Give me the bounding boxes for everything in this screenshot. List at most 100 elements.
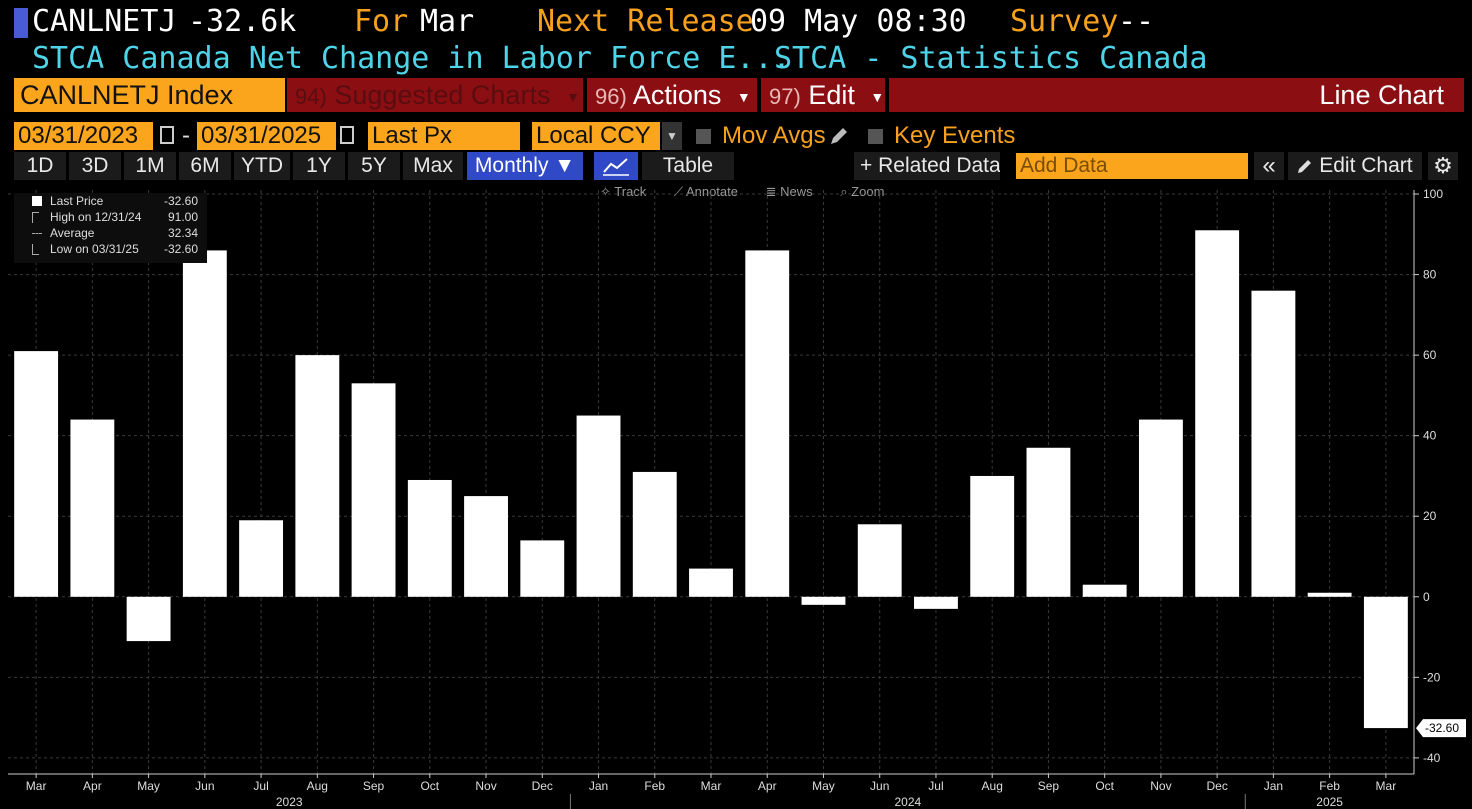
y-axis: 100 80 60 40 20 0 -20 -40 -32.60	[1413, 187, 1466, 774]
collapse-icon[interactable]: «	[1254, 152, 1284, 180]
currency-select[interactable]: Local CCY	[532, 122, 660, 150]
bar	[632, 471, 677, 597]
x-tick-label: Jun	[195, 779, 214, 793]
actions-menu[interactable]: 96) Actions ▼	[587, 78, 757, 112]
key-events-label: Key Events	[894, 122, 1016, 149]
year-label: 2024	[894, 795, 921, 809]
range-1m-button[interactable]: 1M	[124, 152, 176, 180]
bar	[1251, 290, 1296, 597]
line-chart-icon[interactable]	[594, 152, 638, 180]
bar	[1195, 230, 1240, 597]
end-date-input[interactable]: 03/31/2025	[197, 122, 336, 150]
key-events-checkbox[interactable]	[868, 129, 883, 144]
pencil-icon[interactable]	[828, 125, 850, 147]
ticker: CANLNETJ	[32, 4, 177, 39]
suggested-charts-menu[interactable]: 94) Suggested Charts ▼	[287, 78, 583, 112]
survey-value: --	[1118, 4, 1155, 39]
chart-grid	[8, 190, 1414, 774]
next-release-label: Next Release	[537, 4, 754, 39]
bar	[801, 596, 846, 605]
x-tick-label: Dec	[1206, 779, 1227, 793]
bar-chart[interactable]: 100 80 60 40 20 0 -20 -40 -32.60 Mar Apr May Jun Jul…	[0, 182, 1472, 809]
legend-label: High on 12/31/24	[50, 210, 142, 224]
y-tick-label: 20	[1423, 509, 1437, 523]
bar	[295, 355, 340, 597]
chart-bars	[14, 230, 1408, 729]
range-ytd-button[interactable]: YTD	[234, 152, 290, 180]
news-tool[interactable]: ≣ News	[765, 184, 813, 199]
survey-label: Survey	[1010, 4, 1119, 39]
field-select[interactable]: Last Px	[368, 122, 520, 150]
legend-high: High on 12/31/24 91.00	[18, 209, 204, 225]
x-tick-label: Nov	[475, 779, 496, 793]
edit-menu[interactable]: 97) Edit ▼	[761, 78, 885, 112]
x-tick-label: Apr	[758, 779, 777, 793]
frequency-dropdown[interactable]: Monthly ▼	[467, 152, 583, 180]
related-data-button[interactable]: + Related Data	[854, 152, 1000, 180]
edit-chart-button[interactable]: Edit Chart	[1288, 152, 1422, 180]
annotate-tool[interactable]: ⟋ Annotate	[673, 184, 738, 199]
bar	[126, 596, 171, 642]
chevron-down-icon[interactable]: ▼	[662, 122, 682, 150]
x-tick-label: May	[812, 779, 835, 793]
range-1d-button[interactable]: 1D	[14, 152, 66, 180]
x-tick-label: Oct	[1095, 779, 1114, 793]
chart-legend: Last Price -32.60 High on 12/31/24 91.00…	[14, 193, 207, 263]
bar	[857, 524, 902, 597]
range-max-button[interactable]: Max	[403, 152, 463, 180]
range-6m-button[interactable]: 6M	[179, 152, 231, 180]
calendar-icon[interactable]	[160, 126, 174, 144]
zoom-tool[interactable]: ⌕ Zoom	[840, 184, 885, 199]
range-5y-button[interactable]: 5Y	[348, 152, 400, 180]
y-tick-label: 0	[1423, 590, 1430, 604]
add-data-input[interactable]: Add Data	[1016, 153, 1248, 179]
chevron-down-icon: ▼	[870, 88, 885, 105]
x-tick-label: Sep	[1038, 779, 1060, 793]
x-tick-label: Feb	[1319, 779, 1340, 793]
bar	[14, 351, 59, 597]
track-tool[interactable]: ✧ Track	[600, 184, 647, 199]
edit-chart-label: Edit Chart	[1319, 154, 1413, 177]
edit-number: 97)	[769, 84, 801, 109]
bar	[1026, 447, 1071, 597]
actions-label: Actions	[632, 80, 722, 110]
date-separator: -	[182, 122, 190, 149]
x-tick-label: Mar	[26, 779, 47, 793]
x-tick-label: Oct	[420, 779, 439, 793]
mov-avgs-checkbox[interactable]	[696, 129, 711, 144]
bar	[1082, 584, 1127, 597]
x-tick-label: Aug	[982, 779, 1003, 793]
security-field[interactable]: CANLNETJ Index	[14, 78, 285, 112]
x-tick-label: Dec	[532, 779, 553, 793]
last-value-tag	[1416, 719, 1466, 738]
bar	[576, 415, 621, 597]
legend-label: Low on 03/31/25	[50, 242, 139, 256]
x-tick-label: Mar	[701, 779, 722, 793]
legend-last-price[interactable]: Last Price -32.60	[18, 193, 204, 209]
bar	[70, 419, 115, 597]
range-1y-button[interactable]: 1Y	[293, 152, 345, 180]
gear-icon[interactable]: ⚙	[1428, 152, 1458, 180]
legend-label: Average	[50, 226, 95, 240]
legend-value: -32.60	[163, 194, 198, 208]
start-date-input[interactable]: 03/31/2023	[14, 122, 153, 150]
x-tick-label: May	[137, 779, 160, 793]
x-tick-label: Jan	[589, 779, 608, 793]
y-tick-label: -40	[1423, 751, 1441, 765]
chevron-down-icon: ▼	[565, 88, 580, 105]
mov-avgs-label: Mov Avgs	[722, 122, 826, 149]
date-row: 03/31/2023 - 03/31/2025 Last Px Local CC…	[14, 122, 1034, 150]
x-tick-label: Jul	[253, 779, 268, 793]
bar	[351, 383, 396, 597]
legend-label: Last Price	[50, 194, 104, 208]
range-3d-button[interactable]: 3D	[69, 152, 121, 180]
low-marker-icon	[32, 244, 39, 255]
security-description: STCA Canada Net Change in Labor Force E.…	[32, 41, 791, 76]
x-tick-label: Jun	[870, 779, 889, 793]
bar	[1307, 592, 1352, 597]
table-button[interactable]: Table	[642, 152, 734, 180]
average-line-icon	[32, 233, 42, 234]
command-bar: CANLNETJ Index 94) Suggested Charts ▼ 96…	[14, 78, 1464, 112]
calendar-icon[interactable]	[340, 126, 354, 144]
y-tick-label: 80	[1423, 268, 1437, 282]
